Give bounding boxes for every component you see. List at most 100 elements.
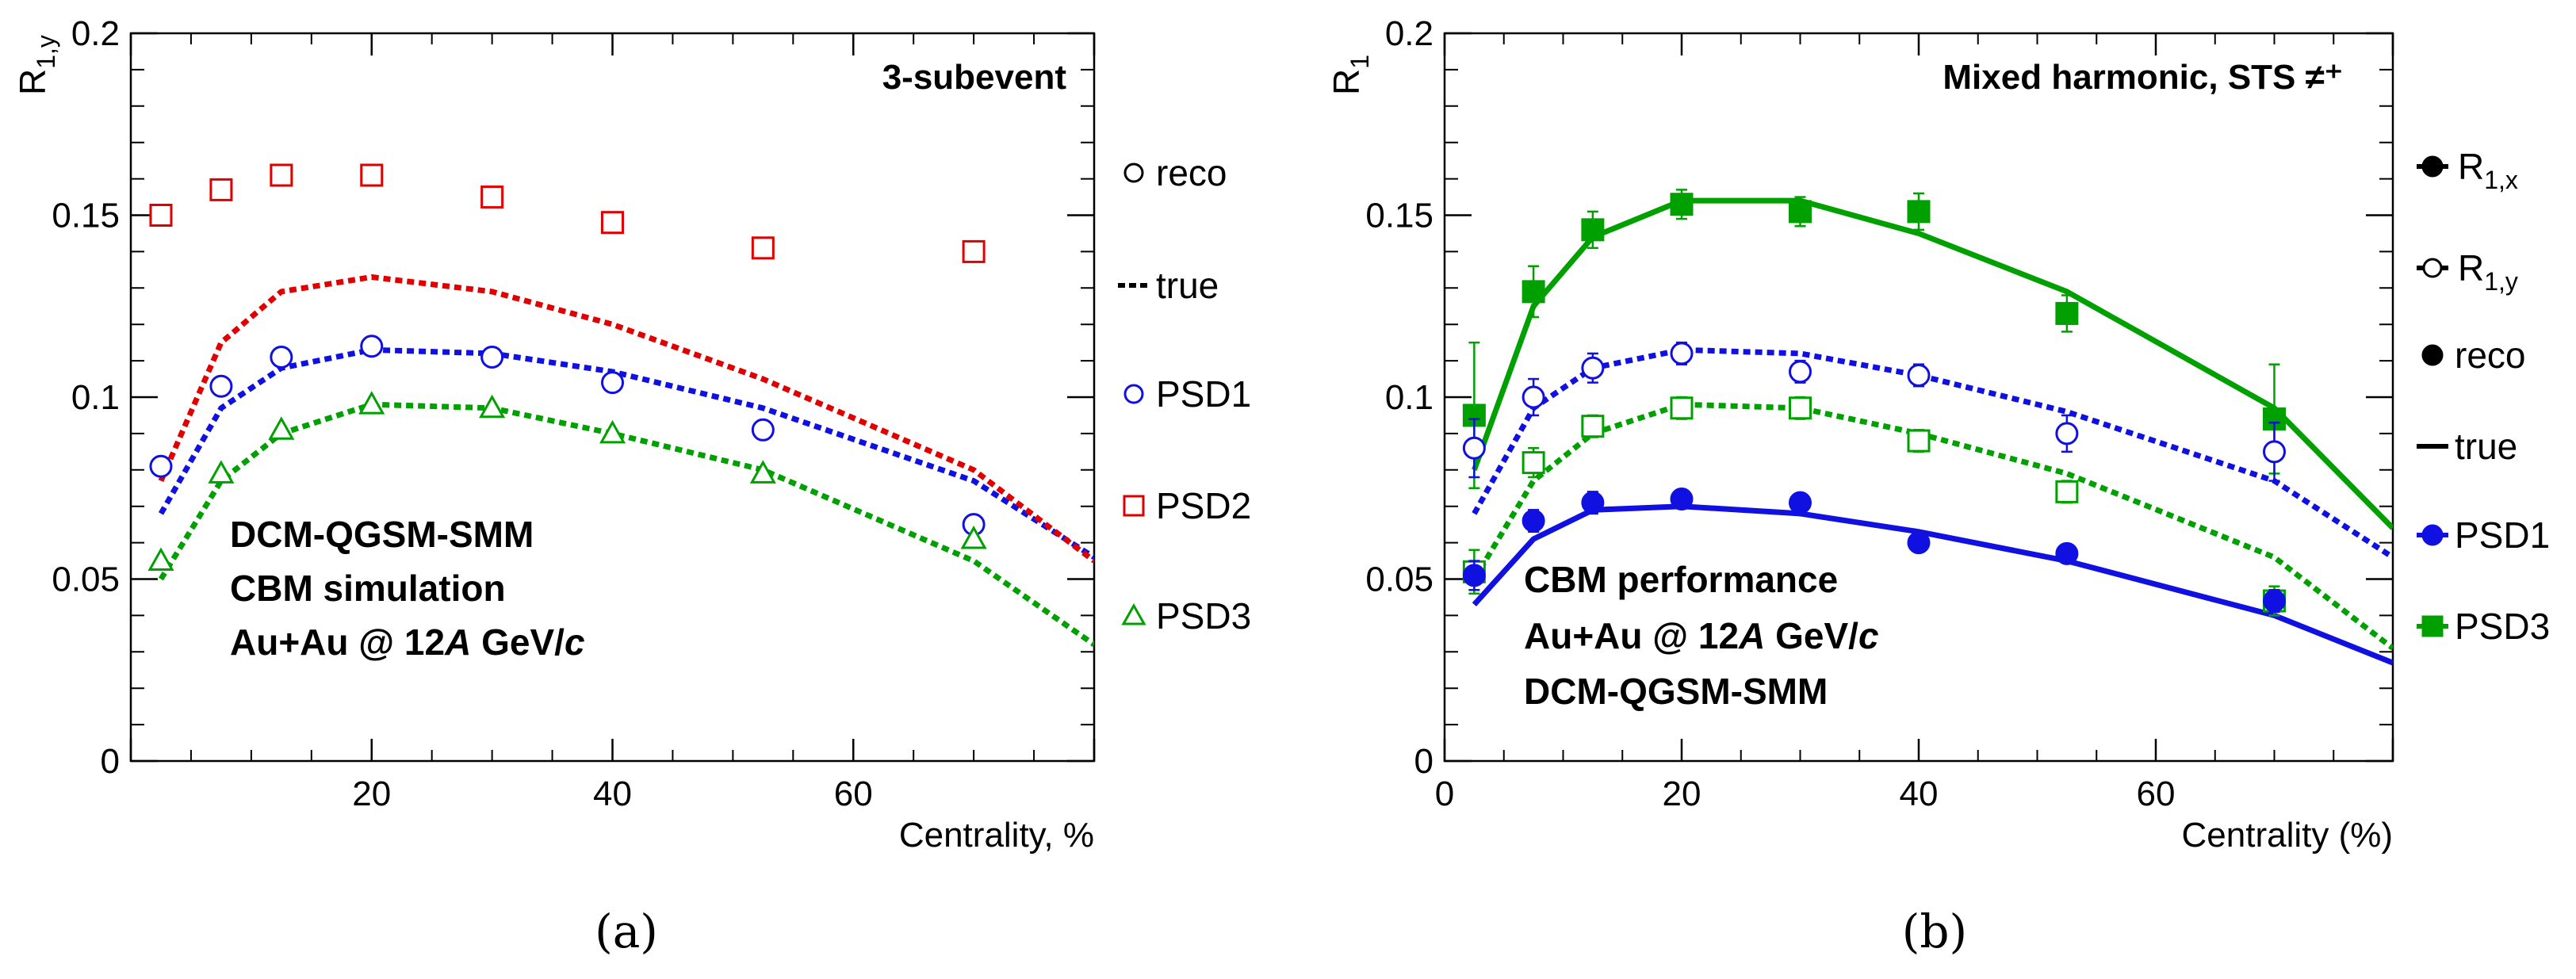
data-point-psd3-r1-x [2055, 301, 2079, 325]
legend: R1,x R1,y reco true PSD1 PSD3 [2417, 146, 2550, 647]
data-point-psd3-r1-x [1907, 200, 1931, 224]
x-tick-label: 0 [1435, 774, 1454, 813]
panel-caption: (b) [1902, 904, 1967, 958]
legend-label: PSD3 [1156, 595, 1251, 637]
data-point-psd2 [962, 239, 986, 263]
data-point-psd1-r1-y [1907, 363, 1931, 387]
chart-panel-a: 0 0.05 0.1 0.15 0.2 20 40 60 Centrality, % R1,y 3-… [12, 14, 1251, 958]
data-point-psd1-r1-y [1462, 436, 1486, 460]
data-point-psd2 [270, 163, 293, 187]
legend-label: PSD3 [2455, 606, 2550, 647]
legend-label: R1,x [2458, 146, 2518, 194]
data-point-psd1-r1-x [2263, 589, 2286, 613]
legend-label: true [2455, 426, 2517, 467]
legend-marker [2422, 258, 2443, 278]
data-point-psd3-r1-x [1581, 218, 1605, 242]
data-point-psd1 [209, 374, 233, 398]
legend-marker [2421, 155, 2444, 178]
x-tick-label: 40 [593, 774, 632, 813]
annotation-line: Au+Au @ 12A GeV/c [230, 621, 585, 663]
plot-title: 3-subevent [882, 58, 1067, 97]
series-line-psd3-r1-y [1472, 401, 2393, 651]
data-point-psd3 [208, 460, 235, 484]
data-point-psd1-r1-y [1789, 360, 1812, 384]
y-tick-label: 0.2 [1385, 14, 1433, 53]
data-point-psd3-r1-y [1521, 451, 1545, 475]
data-layer [147, 163, 1094, 647]
legend-marker [1123, 163, 1144, 183]
data-point-psd1-r1-x [1581, 491, 1605, 514]
data-point-psd2 [601, 211, 624, 235]
data-point-psd1-r1-x [2055, 541, 2079, 565]
x-axis-title: Centrality, % [899, 816, 1094, 855]
y-axis-title: R1 [1326, 55, 1374, 95]
x-tick-label: 60 [834, 774, 873, 813]
data-point-psd1-r1-x [1789, 491, 1812, 514]
legend-label: reco [1156, 152, 1227, 193]
y-axis-title: R1,y [12, 35, 60, 95]
data-point-psd1-r1-x [1907, 531, 1931, 555]
data-point-psd1-r1-x [1462, 564, 1486, 587]
data-point-psd1 [480, 346, 504, 369]
data-point-psd3-r1-y [1907, 429, 1931, 453]
data-point-psd3-r1-y [1581, 415, 1605, 438]
data-point-psd1-r1-x [1670, 488, 1694, 511]
data-point-psd3 [749, 460, 776, 484]
y-tick-label: 0 [1414, 742, 1433, 781]
data-point-psd3-r1-x [1789, 200, 1812, 224]
data-point-psd1 [601, 371, 624, 395]
x-axis-title: Centrality (%) [2182, 816, 2394, 855]
y-tick-label: 0.2 [71, 14, 120, 53]
data-point-psd3 [599, 419, 626, 444]
panel-caption: (a) [595, 904, 658, 958]
series-line-psd2 [158, 274, 1094, 564]
y-tick-label: 0.1 [71, 378, 120, 417]
y-tick-label: 0.15 [52, 197, 120, 235]
annotation-line: CBM performance [1524, 559, 1838, 600]
annotation-line: DCM-QGSM-SMM [1524, 671, 1828, 712]
legend-marker [1123, 495, 1145, 517]
legend-label: PSD1 [2455, 514, 2550, 556]
data-point-psd1-r1-y [1521, 385, 1545, 409]
data-point-psd1-r1-x [1521, 509, 1545, 533]
data-point-psd2 [360, 163, 384, 187]
legend: reco true PSD1 PSD2 PSD3 [1118, 152, 1251, 637]
data-point-psd3 [268, 416, 295, 440]
annotation-line: CBM simulation [230, 568, 506, 609]
annotation-line: DCM-QGSM-SMM [230, 514, 534, 555]
x-tick-label: 60 [2137, 774, 2176, 813]
x-tick-label: 40 [1900, 774, 1939, 813]
data-point-psd3 [960, 525, 987, 549]
data-point-psd2 [209, 178, 233, 201]
data-point-psd2 [751, 236, 775, 260]
x-tick-label: 20 [352, 774, 391, 813]
data-point-psd1 [270, 346, 293, 369]
legend-label: PSD1 [1156, 373, 1251, 415]
legend-marker [1123, 384, 1144, 404]
data-point-psd3 [358, 391, 385, 415]
data-point-psd2 [480, 185, 504, 209]
data-point-psd3-r1-y [1670, 396, 1694, 420]
data-point-psd3-r1-y [1789, 396, 1812, 420]
legend-marker [2421, 524, 2444, 546]
y-tick-label: 0.05 [52, 560, 120, 599]
legend-label: R1,y [2458, 247, 2518, 296]
legend-label: reco [2455, 335, 2525, 376]
data-point-psd3 [147, 547, 174, 572]
series-line-psd1-r1-y [1472, 346, 2393, 560]
y-tick-label: 0.15 [1365, 197, 1433, 235]
data-point-psd1-r1-y [1670, 342, 1694, 365]
data-point-psd1-r1-y [2055, 422, 2079, 446]
x-tick-label: 20 [1663, 774, 1701, 813]
data-point-psd1 [149, 454, 173, 478]
data-point-psd1-r1-y [1581, 356, 1605, 380]
data-point-psd1-r1-y [2263, 440, 2286, 464]
y-tick-label: 0 [101, 742, 120, 781]
annotation-line: Au+Au @ 12A GeV/c [1524, 615, 1879, 656]
data-point-psd3-r1-x [1521, 280, 1545, 304]
legend-marker [1121, 602, 1146, 625]
data-point-psd2 [149, 204, 173, 227]
